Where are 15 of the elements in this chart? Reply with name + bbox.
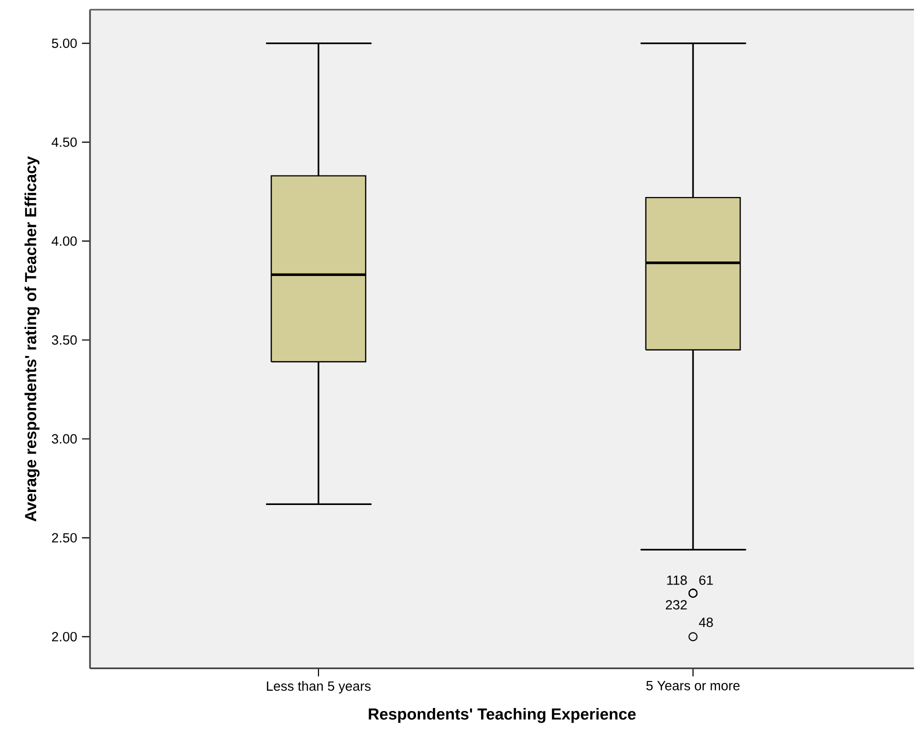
y-axis-title: Average respondents' rating of Teacher Efficacy — [24, 156, 40, 522]
x-axis-title: Respondents' Teaching Experience — [368, 708, 636, 723]
x-tick-label: Less than 5 years — [266, 681, 371, 694]
y-tick-label: 4.00 — [52, 236, 77, 246]
x-tick-label: 5 Years or more — [646, 681, 740, 690]
y-tick-label: 4.50 — [52, 137, 77, 147]
y-tick-label: 5.00 — [52, 38, 77, 48]
annotation: 61 — [699, 575, 713, 585]
y-tick-label: 3.00 — [52, 434, 77, 444]
annotation: 118 — [667, 575, 687, 585]
y-tick-label: 2.00 — [52, 632, 77, 642]
y-tick-label: 2.50 — [52, 533, 77, 542]
annotation: 48 — [698, 618, 713, 628]
annotation: 232 — [666, 600, 687, 610]
y-tick-label: 3.50 — [52, 335, 77, 345]
